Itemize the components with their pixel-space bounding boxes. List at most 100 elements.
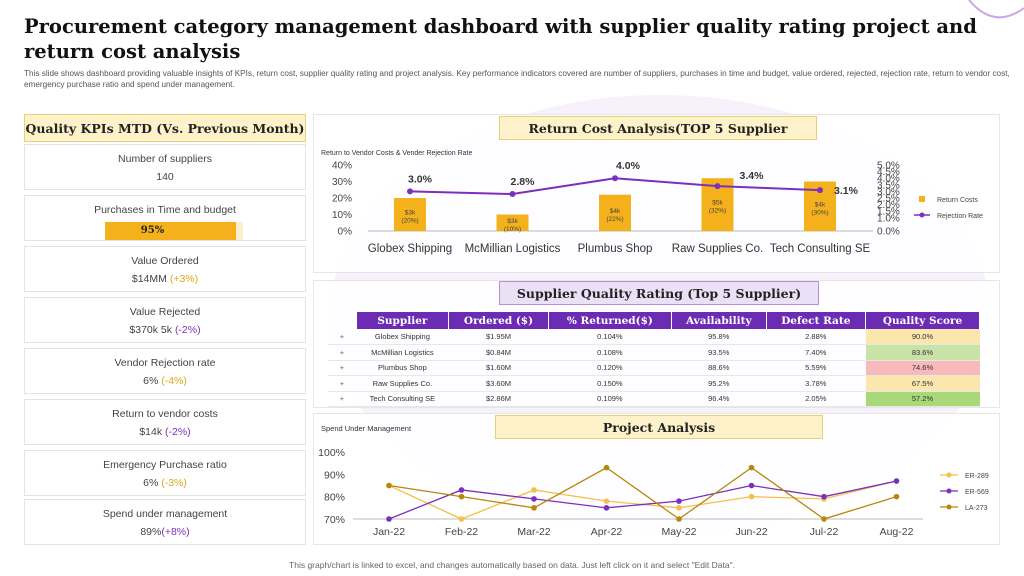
series-point-er-289 xyxy=(676,505,682,511)
supplier-quality-table: Supplier Ordered ($) % Returned($) Avail… xyxy=(328,312,980,407)
legend-swatch-dot xyxy=(946,504,952,510)
legend-swatch-dot xyxy=(946,472,952,478)
supplier-cell: Raw Supplies Co. xyxy=(356,375,449,392)
returned-cell: 0.109% xyxy=(548,391,672,407)
expand-button[interactable]: + xyxy=(328,344,356,361)
kpi-value: 6% xyxy=(143,375,159,387)
x-tick-label: Feb-22 xyxy=(445,526,478,538)
legend-swatch-rejection-dot xyxy=(919,212,925,218)
col-quality-score: Quality Score xyxy=(865,312,980,329)
quality-score-cell: 83.6% xyxy=(865,344,980,361)
bar-data-label: (22%) xyxy=(606,216,623,223)
y2-tick-label: 2.5% xyxy=(877,194,900,205)
project-analysis-header: Project Analysis xyxy=(495,415,823,439)
defect-cell: 2.05% xyxy=(766,391,866,407)
x-tick-label: Jun-22 xyxy=(735,526,767,538)
bar-data-label: (30%) xyxy=(811,209,828,216)
y2-tick-label: 5.0% xyxy=(877,161,900,172)
supplier-quality-header: Supplier Quality Rating (Top 5 Supplier) xyxy=(499,281,819,305)
progress-fill xyxy=(105,222,237,240)
x-tick-label: Globex Shipping xyxy=(368,243,452,255)
line-data-label: 3.4% xyxy=(740,170,765,182)
bar-data-label: $4k xyxy=(610,208,621,215)
corner-decoration xyxy=(968,0,1024,19)
series-point-la-273 xyxy=(603,464,610,471)
series-line-la-273 xyxy=(388,466,897,520)
series-point-er-569 xyxy=(603,505,610,511)
ordered-cell: $1.95M xyxy=(448,329,549,345)
supplier-cell: Plumbus Shop xyxy=(356,360,449,376)
availability-cell: 88.6% xyxy=(671,360,767,376)
expand-button[interactable]: + xyxy=(328,329,356,345)
y2-tick-label: 4.5% xyxy=(877,167,900,178)
rejection-rate-point xyxy=(407,188,413,195)
series-point-la-273 xyxy=(676,516,682,522)
series-point-la-273 xyxy=(386,482,392,489)
series-point-la-273 xyxy=(821,516,827,522)
x-tick-label: Aug-22 xyxy=(880,526,914,538)
series-point-er-569 xyxy=(893,478,900,484)
quality-score-cell: 57.2% xyxy=(865,391,980,407)
returned-cell: 0.108% xyxy=(548,344,672,361)
legend-swatch-dot xyxy=(946,488,952,494)
expand-button[interactable]: + xyxy=(328,360,356,376)
return-cost-panel xyxy=(313,114,1000,273)
y2-tick-label: 1.5% xyxy=(877,207,900,218)
y2-tick-label: 0.0% xyxy=(877,227,900,238)
y-tick-label: 80% xyxy=(324,492,345,504)
y2-tick-label: 2.0% xyxy=(877,200,900,211)
y-tick-label: 30% xyxy=(332,177,352,188)
bar-return-cost xyxy=(394,198,426,231)
table-row: + Raw Supplies Co. $3.60M 0.150% 95.2% 3.78% 6… xyxy=(328,375,980,392)
supplier-cell: Tech Consulting SE xyxy=(356,391,449,407)
legend-label: ER-289 xyxy=(965,473,989,480)
kpi-change: (-2%) xyxy=(174,324,201,336)
expand-button[interactable]: + xyxy=(328,391,356,407)
kpi-value: 140 xyxy=(156,171,174,183)
kpi-change: (-2%) xyxy=(165,426,191,438)
expand-button[interactable]: + xyxy=(328,375,356,392)
kpi-change: (+3%) xyxy=(169,273,199,285)
kpi-return-to-vendor: Return to vendor costs $14k (-2%) xyxy=(24,399,306,445)
col-returned: % Returned($) xyxy=(548,312,673,329)
col-supplier: Supplier xyxy=(356,312,450,329)
progress-value: 95% xyxy=(140,225,165,236)
project-analysis-chart: Spend Under Management 70% 80% 90% 100% Jan-2… xyxy=(318,424,989,538)
rejection-rate-point xyxy=(714,183,721,190)
series-point-la-273 xyxy=(748,464,755,471)
table-row: + Plumbus Shop $1.60M 0.120% 88.6% 5.59% 74.6% xyxy=(328,360,980,376)
footer-note: This graph/chart is linked to excel, and… xyxy=(289,560,735,570)
chart-title: Spend Under Management xyxy=(321,424,412,433)
series-point-er-569 xyxy=(458,487,465,493)
series-point-er-569 xyxy=(748,482,755,489)
kpi-header: Quality KPIs MTD (Vs. Previous Month) xyxy=(24,114,306,142)
y-tick-label: 70% xyxy=(324,514,345,526)
availability-cell: 93.5% xyxy=(671,344,767,361)
supplier-cell: Globex Shipping xyxy=(356,329,449,345)
table-row: + Globex Shipping $1.95M 0.104% 95.8% 2.88% 90… xyxy=(328,329,980,345)
kpi-value: 89% xyxy=(140,526,162,538)
series-point-er-569 xyxy=(386,516,392,522)
col-ordered: Ordered ($) xyxy=(448,312,549,329)
y-tick-label: 0% xyxy=(338,227,353,238)
page-title: Procurement category management dashboar… xyxy=(24,15,977,63)
returned-cell: 0.104% xyxy=(548,329,672,345)
col-availability: Availability xyxy=(671,312,767,329)
kpi-label: Vendor Rejection rate xyxy=(114,357,216,369)
legend-label: LA-273 xyxy=(965,505,988,512)
defect-cell: 3.78% xyxy=(766,375,866,392)
x-tick-label: Jul-22 xyxy=(810,526,839,538)
bar-data-label: (32%) xyxy=(709,208,726,215)
series-point-er-569 xyxy=(531,496,537,502)
kpi-emergency-purchase: Emergency Purchase ratio 6% (-3%) xyxy=(24,450,306,496)
legend-swatch-return-costs xyxy=(919,196,925,202)
availability-cell: 95.2% xyxy=(671,375,767,392)
bar-data-label: (20%) xyxy=(401,218,418,225)
line-data-label: 4.0% xyxy=(616,160,641,172)
x-tick-label: May-22 xyxy=(661,526,696,538)
line-data-label: 3.1% xyxy=(834,185,859,197)
return-cost-chart: Return to Vendor Costs & Vender Rejectio… xyxy=(321,150,983,255)
page-subtitle: This slide shows dashboard providing val… xyxy=(24,69,1010,89)
bar-data-label: $3k xyxy=(405,210,416,217)
chart-title: Return to Vendor Costs & Vender Rejectio… xyxy=(321,150,472,157)
